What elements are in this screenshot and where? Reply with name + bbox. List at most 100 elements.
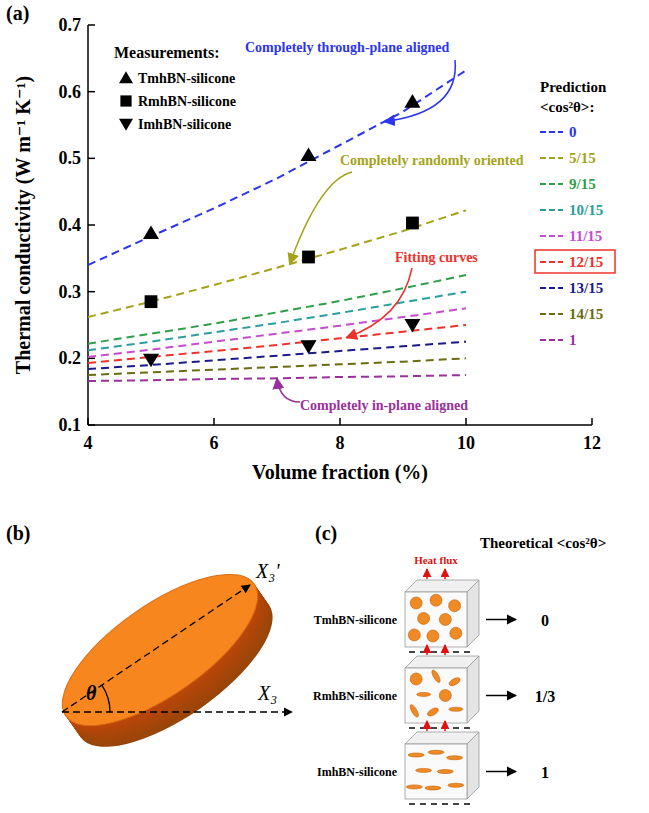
platelet <box>410 597 422 609</box>
y-tick <box>88 224 95 226</box>
platelet <box>408 629 420 641</box>
annotation-arrow <box>277 378 300 402</box>
platelet <box>437 770 453 774</box>
legend-swatch <box>540 157 563 159</box>
legend-label: 0 <box>569 124 577 140</box>
legend-label: 10/15 <box>569 202 603 218</box>
platelet <box>416 768 432 772</box>
diagram-title: Theoretical <cos²θ> <box>480 535 606 551</box>
panel-label: (b) <box>6 522 30 545</box>
legend-label: 13/15 <box>569 280 603 296</box>
platelet <box>449 600 461 612</box>
measurement-point <box>301 340 317 354</box>
heat-source <box>409 727 415 729</box>
measurement-point <box>143 354 159 368</box>
legend-swatch <box>540 287 563 289</box>
y-tick-label: 0.5 <box>59 148 82 168</box>
sample-label: RmhBN-silicone <box>313 689 398 703</box>
cube-top <box>405 656 479 668</box>
heat-flux-arrow <box>444 569 446 579</box>
y-tick-label: 0.4 <box>59 215 82 235</box>
prediction-line <box>88 342 466 369</box>
theoretical-value: 1 <box>541 764 549 781</box>
axis-label: X₃' <box>255 560 280 582</box>
annotation-arrow <box>290 172 352 264</box>
legend-marker <box>119 71 133 83</box>
platelet <box>439 690 451 702</box>
x-tick <box>339 418 341 425</box>
heat-source <box>420 651 426 653</box>
platelet <box>430 669 441 684</box>
heat-source <box>420 803 426 805</box>
legend-swatch <box>540 183 563 185</box>
x-tick-label: 10 <box>457 433 475 453</box>
legend-title: Prediction <box>540 79 607 95</box>
x-tick <box>87 418 89 425</box>
legend-swatch <box>540 261 563 263</box>
x-tick <box>213 418 215 425</box>
heat-flux-arrow <box>426 645 428 655</box>
sample-cube <box>405 721 479 804</box>
y-tick <box>88 24 95 26</box>
y-tick <box>88 424 95 426</box>
measurement-point <box>143 225 159 239</box>
platelet <box>448 676 461 687</box>
x-axis-title: Volume fraction (%) <box>252 461 428 484</box>
y-tick-label: 0.2 <box>59 348 82 368</box>
measurement-point <box>145 295 158 308</box>
theoretical-value: 1/3 <box>535 688 555 705</box>
measurement-point <box>404 319 420 333</box>
measurement-point <box>301 147 317 161</box>
prediction-line <box>88 292 466 351</box>
platelet <box>450 627 462 639</box>
cube-side <box>467 656 479 723</box>
heat-source <box>464 803 470 805</box>
y-tick <box>88 291 95 293</box>
platelet <box>439 614 451 626</box>
legend-label: 5/15 <box>569 150 596 166</box>
result-arrow <box>486 619 516 621</box>
measurement-point <box>406 217 419 230</box>
platelet <box>426 706 439 717</box>
heat-source <box>453 727 459 729</box>
platelet <box>447 756 463 760</box>
heat-flux-arrow <box>426 569 428 579</box>
platelet <box>425 786 441 790</box>
measurement-point <box>404 94 420 108</box>
y-tick <box>88 91 95 93</box>
platelet <box>418 612 430 624</box>
angle-arc <box>102 685 110 712</box>
legend-swatch <box>540 339 563 341</box>
platelet <box>430 594 442 606</box>
platelet <box>406 785 422 789</box>
heat-source <box>431 651 437 653</box>
heat-flux-arrow <box>444 721 446 731</box>
axis-label: X₃ <box>257 682 277 704</box>
cube-front <box>405 668 467 723</box>
prediction-line <box>88 308 466 357</box>
legend-label: 14/15 <box>569 306 603 322</box>
x-tick <box>465 418 467 425</box>
heat-source <box>453 651 459 653</box>
legend-swatch <box>540 209 563 211</box>
panel-label: (c) <box>315 522 337 545</box>
legend-label: 1 <box>569 332 577 348</box>
prediction-line <box>88 325 466 363</box>
x-tick-label: 12 <box>583 433 601 453</box>
prediction-line <box>88 275 466 344</box>
annotation: Completely through-plane aligned <box>245 40 450 55</box>
legend-marker <box>119 119 133 131</box>
cube-top <box>405 732 479 744</box>
cube-side <box>467 580 479 647</box>
platelet <box>448 783 464 787</box>
platelet <box>428 750 444 754</box>
y-tick-label: 0.7 <box>59 15 82 35</box>
legend-swatch <box>540 131 563 133</box>
x-tick-label: 6 <box>210 433 219 453</box>
legend-label: 12/15 <box>569 254 603 270</box>
heat-source <box>442 803 448 805</box>
platelet <box>408 753 424 757</box>
prediction-line <box>88 358 466 375</box>
cube-front <box>405 592 467 647</box>
sample-cube <box>405 645 479 728</box>
